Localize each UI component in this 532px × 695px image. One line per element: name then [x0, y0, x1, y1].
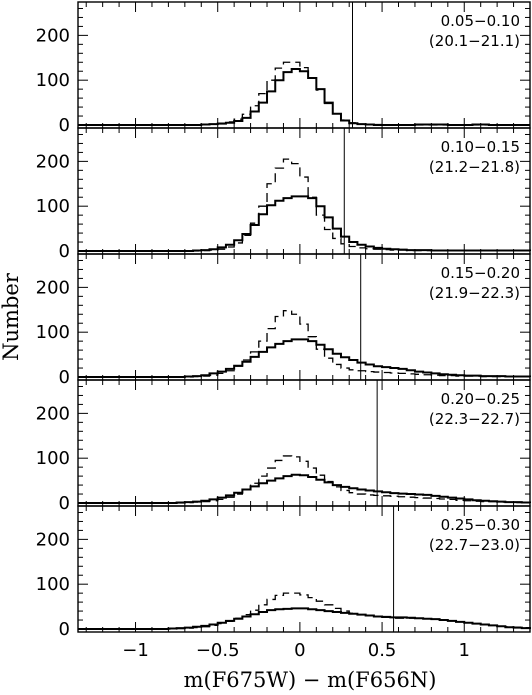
- solid-histogram-4: [78, 473, 531, 504]
- dashed-histogram-3: [78, 310, 531, 378]
- x-tick-label: 0.5: [368, 640, 397, 661]
- y-tick-label: 0: [59, 367, 70, 388]
- panel-sublabel-4: (22.3−22.7): [429, 410, 520, 428]
- panel-label-1: 0.05−0.10: [441, 12, 520, 30]
- y-tick-label: 200: [36, 403, 70, 424]
- y-tick-label: 200: [36, 277, 70, 298]
- x-tick-label: −0.5: [196, 640, 240, 661]
- y-axis-title: Number: [0, 272, 23, 361]
- x-tick-label: 0: [294, 640, 305, 661]
- y-tick-label: 0: [59, 619, 70, 640]
- x-axis-title: m(F675W) − m(F656N): [184, 668, 437, 692]
- y-tick-label: 100: [36, 70, 70, 91]
- panel-sublabel-1: (20.1−21.1): [429, 32, 520, 50]
- y-tick-label: 100: [36, 448, 70, 469]
- panel-label-2: 0.10−0.15: [441, 138, 520, 156]
- panel-sublabel-3: (21.9−22.3): [429, 284, 520, 302]
- panel-sublabel-5: (22.7−23.0): [429, 536, 520, 554]
- panel-label-5: 0.25−0.30: [441, 516, 520, 534]
- dashed-histogram-4: [78, 455, 531, 504]
- y-tick-label: 100: [36, 574, 70, 595]
- y-tick-label: 200: [36, 25, 70, 46]
- y-tick-label: 200: [36, 529, 70, 550]
- solid-histogram-3: [78, 338, 531, 378]
- dashed-histogram-5: [78, 592, 531, 630]
- x-tick-label: 1: [459, 640, 470, 661]
- y-tick-label: 0: [59, 115, 70, 136]
- solid-histogram-5: [78, 607, 531, 630]
- panel-sublabel-2: (21.2−21.8): [429, 158, 520, 176]
- panel-label-4: 0.20−0.25: [441, 390, 520, 408]
- y-tick-label: 0: [59, 241, 70, 262]
- solid-histogram-2: [78, 195, 531, 252]
- y-tick-label: 100: [36, 322, 70, 343]
- solid-histogram-1: [78, 67, 530, 126]
- y-tick-label: 0: [59, 493, 70, 514]
- panel-label-3: 0.15−0.20: [441, 264, 520, 282]
- x-tick-label: −1: [122, 640, 149, 661]
- panel-frame-5: [77, 505, 531, 633]
- y-tick-label: 100: [36, 196, 70, 217]
- y-tick-label: 200: [36, 151, 70, 172]
